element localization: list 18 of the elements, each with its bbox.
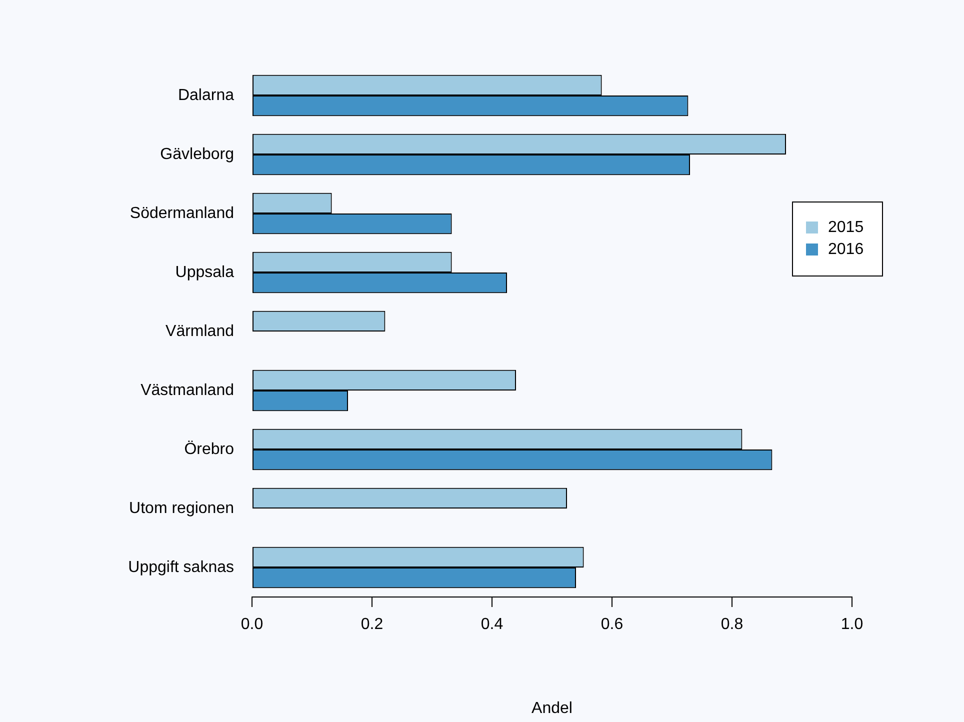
y-tick-label: Uppsala [175,264,234,281]
x-tick-label: 0.2 [360,616,384,634]
x-tick-label: 0.8 [720,616,744,634]
y-tick-label: Uppgift saknas [128,558,234,576]
x-tick-label: 0.0 [240,616,264,634]
y-tick-label: Dalarna [178,86,234,104]
x-tick-label: 0.4 [480,616,504,634]
x-tick-label: 1.0 [840,616,864,634]
y-tick-label: Västmanland [140,382,234,399]
y-tick-label: Utom regionen [129,500,234,517]
y-tick-label: Örebro [184,440,234,458]
legend-label: 2016 [828,240,864,258]
y-tick-label: Gävleborg [160,146,234,163]
legend-label: 2015 [828,218,864,236]
x-tick-label: 0.6 [600,616,624,634]
y-tick-label: Södermanland [130,204,234,222]
y-tick-label: Värmland [166,322,234,340]
x-axis-title: Andel [532,700,572,717]
